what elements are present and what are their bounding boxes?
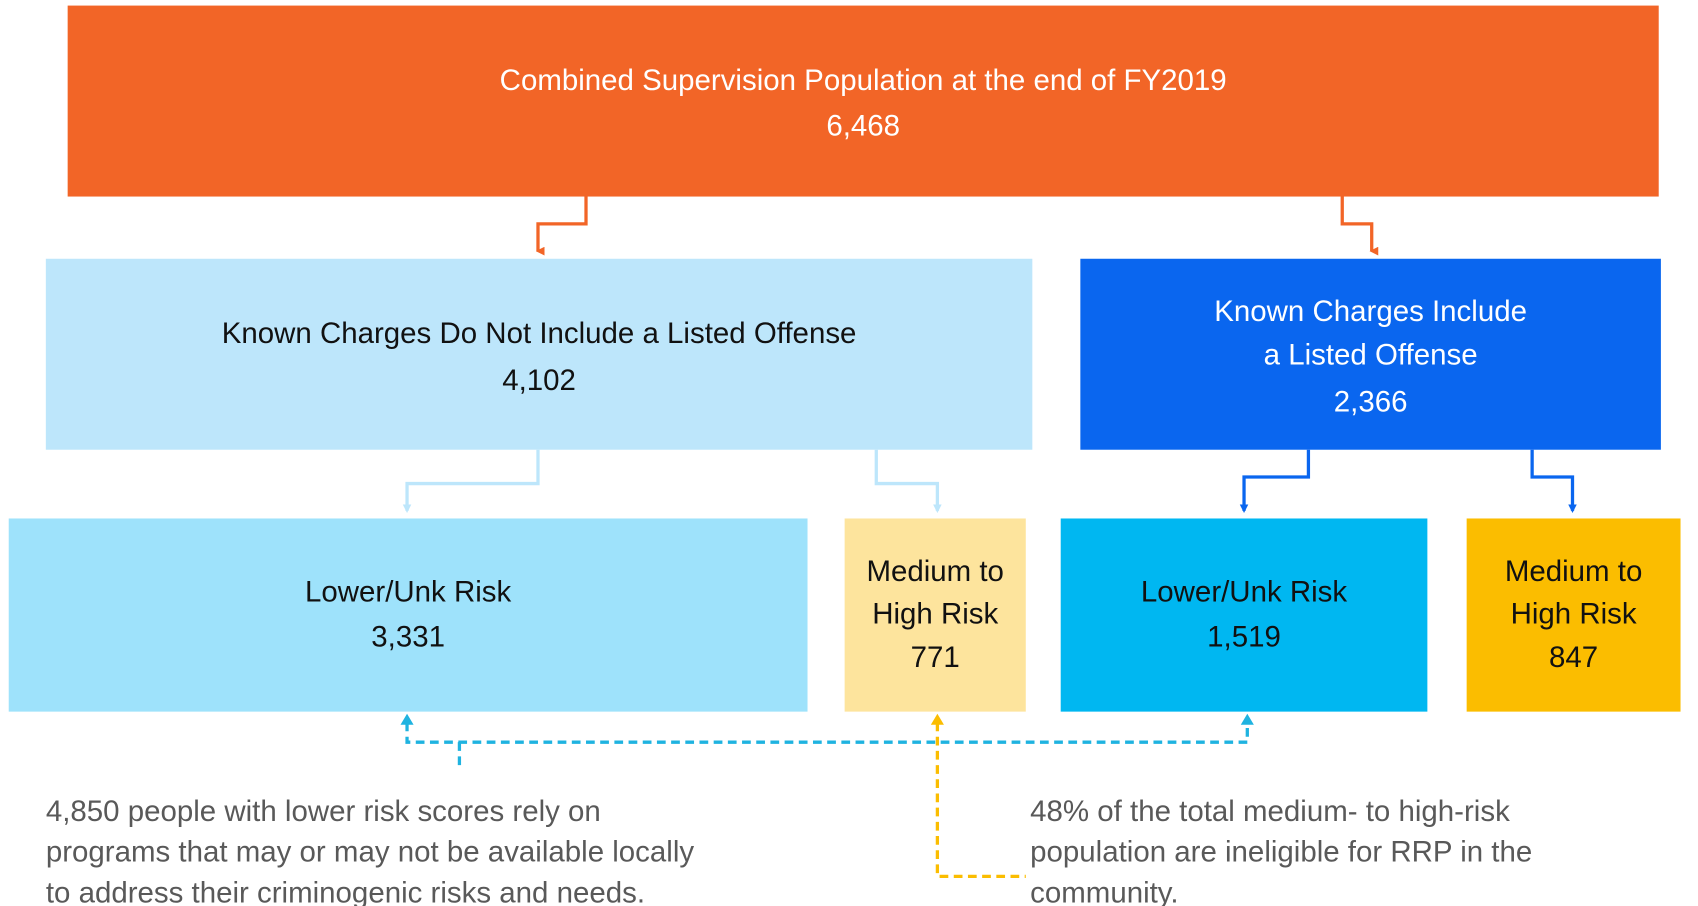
connectors — [402, 196, 1577, 879]
dashed-link — [405, 722, 1249, 770]
connector — [874, 449, 942, 514]
node-text: Combined Supervision Population at the e… — [500, 64, 1227, 97]
node-box — [1060, 518, 1428, 712]
connector — [535, 196, 588, 256]
arrow-head — [400, 713, 1254, 725]
node-text: Lower/Unk Risk — [1141, 576, 1348, 609]
node-text: High Risk — [872, 597, 998, 630]
node-box — [1466, 518, 1681, 712]
node-box — [1080, 258, 1661, 450]
note-text: to address their criminogenic risks and … — [46, 877, 645, 906]
node-box — [67, 5, 1659, 197]
node-text: Known Charges Include — [1214, 295, 1527, 328]
arrow-head — [930, 713, 944, 725]
node-box — [8, 518, 808, 712]
node-value: 847 — [1549, 641, 1598, 674]
node-box — [844, 518, 1026, 712]
node-text: Known Charges Do Not Include a Listed Of… — [222, 317, 857, 350]
note-text: population are ineligible for RRP in the — [1030, 835, 1532, 868]
node-box — [45, 258, 1033, 450]
node-text: a Listed Offense — [1264, 339, 1478, 372]
node-value: 6,468 — [826, 110, 900, 143]
node-value: 3,331 — [371, 620, 445, 653]
note-text: community. — [1030, 877, 1178, 906]
connector — [1530, 449, 1577, 514]
connector — [1239, 449, 1311, 514]
connector — [402, 449, 540, 514]
node-text: Medium to — [866, 555, 1004, 588]
node-text: Lower/Unk Risk — [305, 576, 512, 609]
node-value: 1,519 — [1207, 620, 1281, 653]
note-text: 48% of the total medium- to high-risk — [1030, 795, 1510, 828]
note-text: programs that may or may not be availabl… — [46, 835, 695, 868]
node-text: Medium to — [1505, 555, 1643, 588]
note-text: 4,850 people with lower risk scores rely… — [46, 795, 601, 828]
node-value: 4,102 — [502, 364, 576, 397]
node-text: High Risk — [1511, 597, 1637, 630]
connector — [1340, 196, 1379, 256]
node-value: 771 — [911, 641, 960, 674]
node-value: 2,366 — [1334, 386, 1408, 419]
dashed-link — [935, 722, 1026, 879]
